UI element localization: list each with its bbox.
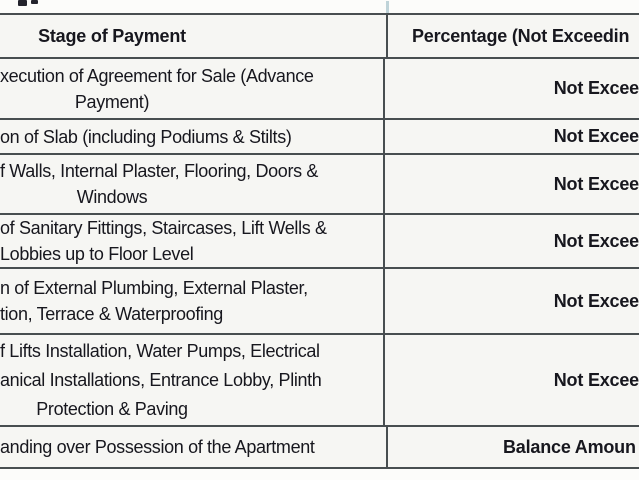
payment-schedule-table: Stage of Payment Percentage (Not Exceedi… [0,13,639,469]
stage-line: Protection & Paving [36,398,188,419]
stage-line: f Lifts Installation, Water Pumps, Elect… [0,340,320,361]
percentage-header-cell: Percentage (Not Exceedin [388,15,639,57]
percentage-text: Not Excee [553,78,639,98]
stage-line: on of Slab (including Podiums & Stilts) [0,126,292,147]
table-row: of Sanitary Fittings, Staircases, Lift W… [0,215,639,269]
percentage-text: Not Excee [553,369,639,390]
cropped-text-remnant [18,0,27,6]
stage-line: of Sanitary Fittings, Staircases, Lift W… [0,218,327,238]
percentage-cell: Not Excee [385,59,639,118]
percentage-header-label: Percentage (Not Exceedin [412,25,630,46]
table-row: xecution of Agreement for Sale (Advance P… [0,59,639,120]
stage-cell: on of Slab (including Podiums & Stilts) [0,120,385,153]
stage-cell: xecution of Agreement for Sale (Advance P… [0,59,385,118]
percentage-text: Not Excee [553,126,639,146]
column-divider-tick [386,1,389,13]
percentage-cell: Not Excee [385,215,639,267]
stage-line: Payment) [74,91,150,112]
percentage-cell: Not Excee [385,155,639,213]
percentage-text: Balance Amoun [503,436,636,457]
table-header-row: Stage of Payment Percentage (Not Exceedi… [0,15,639,59]
stage-line: n of External Plumbing, External Plaster… [0,278,308,298]
percentage-cell: Not Excee [385,120,639,153]
table-row: on of Slab (including Podiums & Stilts) … [0,120,639,155]
stage-cell: anding over Possession of the Apartment [0,427,388,467]
table-row: f Walls, Internal Plaster, Flooring, Doo… [0,155,639,215]
stage-line: tion, Terrace & Waterproofing [0,304,223,324]
stage-line: f Walls, Internal Plaster, Flooring, Doo… [0,161,319,181]
percentage-cell: Balance Amoun [388,427,639,467]
table-row: anding over Possession of the Apartment … [0,427,639,469]
stage-cell: of Sanitary Fittings, Staircases, Lift W… [0,215,385,267]
stage-header-cell: Stage of Payment [0,15,388,57]
stage-cell: f Lifts Installation, Water Pumps, Elect… [0,335,385,425]
stage-line: Windows [76,187,148,207]
stage-cell: f Walls, Internal Plaster, Flooring, Doo… [0,155,385,213]
percentage-cell: Not Excee [385,269,639,333]
percentage-text: Not Excee [553,230,639,251]
stage-line: anding over Possession of the Apartment [0,437,315,457]
stage-line: xecution of Agreement for Sale (Advance [0,65,314,86]
percentage-text: Not Excee [553,173,639,194]
stage-line: Lobbies up to Floor Level [0,244,194,264]
percentage-cell: Not Excee [385,335,639,425]
stage-header-label: Stage of Payment [38,26,186,46]
table-row: f Lifts Installation, Water Pumps, Elect… [0,335,639,427]
table-row: n of External Plumbing, External Plaster… [0,269,639,335]
stage-line: anical Installations, Entrance Lobby, Pl… [0,369,322,390]
cropped-text-remnant [31,0,38,4]
percentage-text: Not Excee [553,290,639,311]
stage-cell: n of External Plumbing, External Plaster… [0,269,385,333]
